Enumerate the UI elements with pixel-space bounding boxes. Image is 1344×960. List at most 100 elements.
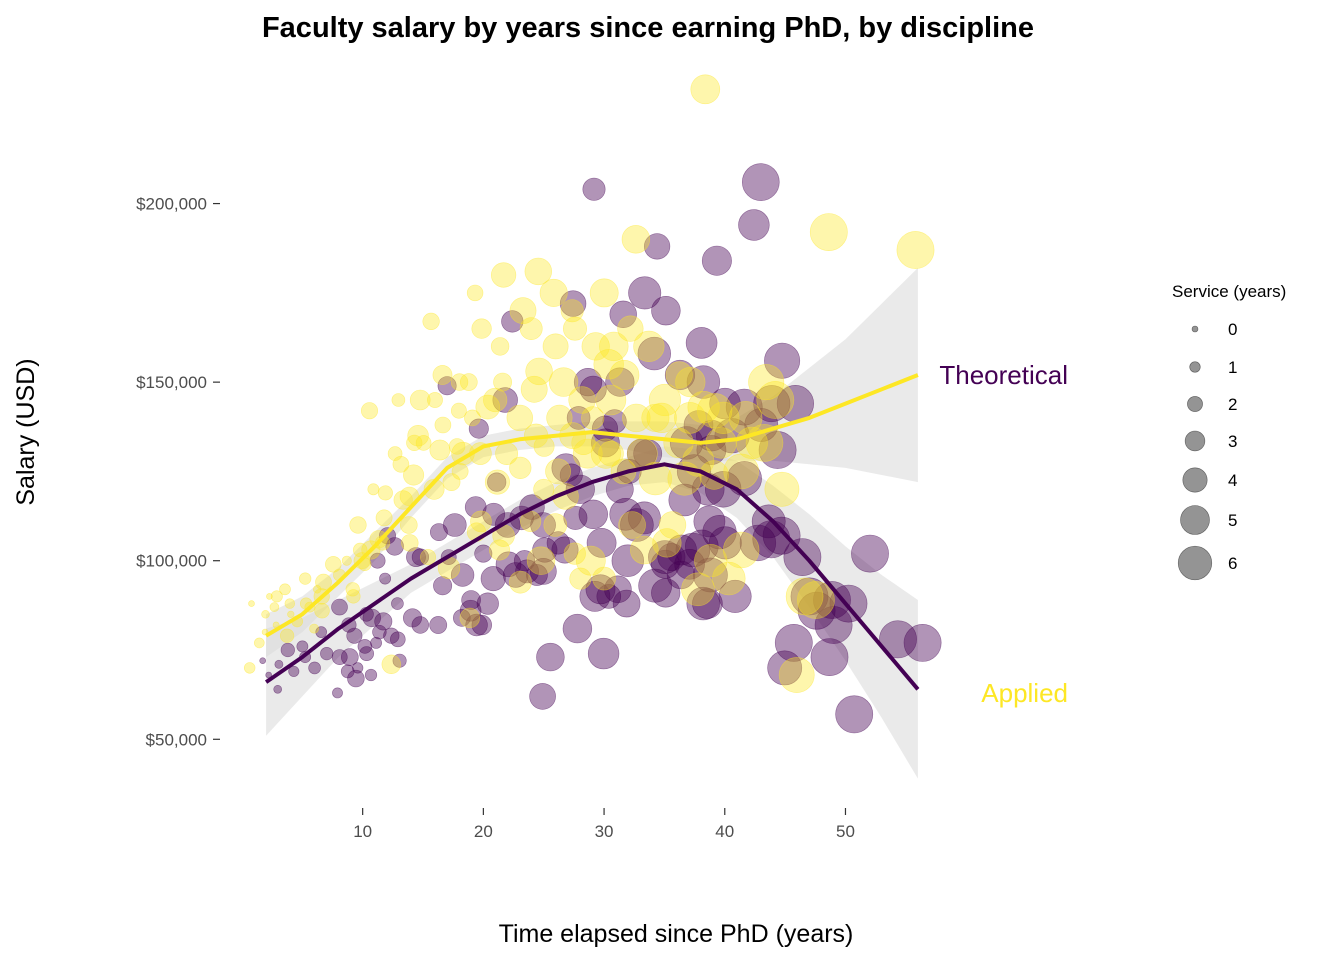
point-theoretical	[686, 365, 721, 399]
point-theoretical	[604, 575, 632, 604]
legend-label: 6	[1228, 554, 1237, 573]
point-applied	[345, 582, 360, 597]
point-theoretical	[835, 695, 874, 734]
point-theoretical	[751, 504, 786, 539]
point-applied	[299, 572, 312, 585]
point-applied	[483, 387, 508, 413]
point-theoretical	[442, 513, 467, 537]
point-theoretical	[546, 531, 570, 555]
point-theoretical	[372, 624, 387, 640]
point-applied	[520, 375, 548, 403]
point-applied	[548, 367, 579, 397]
point-theoretical	[402, 608, 422, 628]
point-theoretical	[347, 669, 365, 688]
point-theoretical	[513, 550, 536, 572]
point-theoretical	[709, 387, 741, 420]
y-axis-title: Salary (USD)	[12, 358, 40, 505]
point-applied	[360, 402, 378, 420]
data-points	[244, 74, 942, 734]
point-theoretical	[464, 496, 487, 518]
legend-label: 2	[1228, 395, 1237, 414]
point-applied	[652, 528, 682, 558]
legend-label: 4	[1228, 471, 1237, 490]
point-applied	[533, 478, 555, 500]
point-applied	[543, 513, 568, 537]
point-theoretical	[810, 638, 849, 677]
point-theoretical	[643, 233, 671, 260]
point-theoretical	[628, 276, 662, 310]
point-theoretical	[767, 650, 803, 686]
point-theoretical	[411, 616, 429, 634]
point-theoretical	[273, 684, 283, 694]
point-applied	[427, 392, 443, 408]
point-applied	[466, 284, 484, 302]
point-applied	[665, 361, 693, 389]
point-theoretical	[582, 177, 606, 201]
point-applied	[284, 598, 295, 609]
point-applied	[687, 391, 720, 424]
point-theoretical	[364, 668, 378, 682]
point-theoretical	[340, 648, 359, 666]
confidence-bands	[266, 267, 918, 779]
point-theoretical	[459, 599, 482, 622]
point-theoretical	[362, 608, 381, 628]
confidence-band-theoretical	[266, 446, 918, 779]
point-applied	[266, 593, 273, 600]
point-applied	[325, 556, 342, 573]
point-theoretical	[374, 612, 393, 631]
point-applied	[475, 394, 501, 420]
point-theoretical	[352, 662, 364, 674]
point-applied	[519, 317, 543, 341]
point-applied	[524, 257, 552, 286]
smooth-line-applied	[265, 373, 919, 638]
point-theoretical	[274, 659, 284, 669]
point-theoretical	[320, 646, 334, 661]
point-theoretical	[280, 642, 295, 658]
point-theoretical	[450, 563, 475, 587]
legend: Service (years) 0 1 2 3 4 5 6	[1172, 282, 1286, 581]
point-theoretical	[406, 547, 426, 568]
chart-title: Faculty salary by years since earning Ph…	[262, 12, 1034, 44]
point-theoretical	[741, 163, 780, 201]
point-applied	[451, 462, 469, 480]
point-theoretical	[288, 665, 300, 677]
point-theoretical	[391, 597, 404, 610]
x-tick-label: 20	[474, 822, 493, 841]
y-axis: $50,000 $100,000 $150,000 $200,000	[136, 195, 220, 749]
point-theoretical	[331, 598, 348, 616]
point-applied	[539, 278, 568, 307]
point-applied	[519, 510, 542, 533]
point-theoretical	[429, 523, 448, 542]
x-tick-label: 10	[353, 822, 372, 841]
point-theoretical	[708, 526, 742, 560]
point-applied	[509, 297, 537, 325]
point-applied	[442, 473, 461, 492]
point-theoretical	[620, 508, 654, 542]
legend-key	[1191, 325, 1199, 333]
point-theoretical	[259, 657, 267, 665]
point-applied	[471, 318, 492, 339]
point-applied	[399, 516, 418, 534]
point-applied	[470, 510, 492, 533]
y-tick-label: $50,000	[146, 730, 207, 749]
point-applied	[506, 404, 533, 432]
series-label-theoretical: Theoretical	[939, 360, 1068, 390]
point-theoretical	[903, 624, 942, 662]
point-applied	[367, 483, 380, 496]
point-applied	[621, 225, 651, 254]
y-tick-label: $100,000	[136, 552, 207, 571]
point-theoretical	[587, 637, 620, 670]
point-theoretical	[536, 642, 565, 672]
point-applied	[581, 406, 605, 430]
point-theoretical	[609, 300, 637, 328]
point-theoretical	[683, 410, 714, 440]
point-applied	[590, 438, 622, 469]
point-applied	[598, 440, 624, 467]
point-applied	[575, 545, 606, 576]
point-applied	[735, 426, 768, 460]
point-theoretical	[563, 505, 588, 530]
point-applied	[809, 213, 848, 252]
point-theoretical	[379, 572, 391, 585]
point-theoretical	[389, 631, 406, 648]
